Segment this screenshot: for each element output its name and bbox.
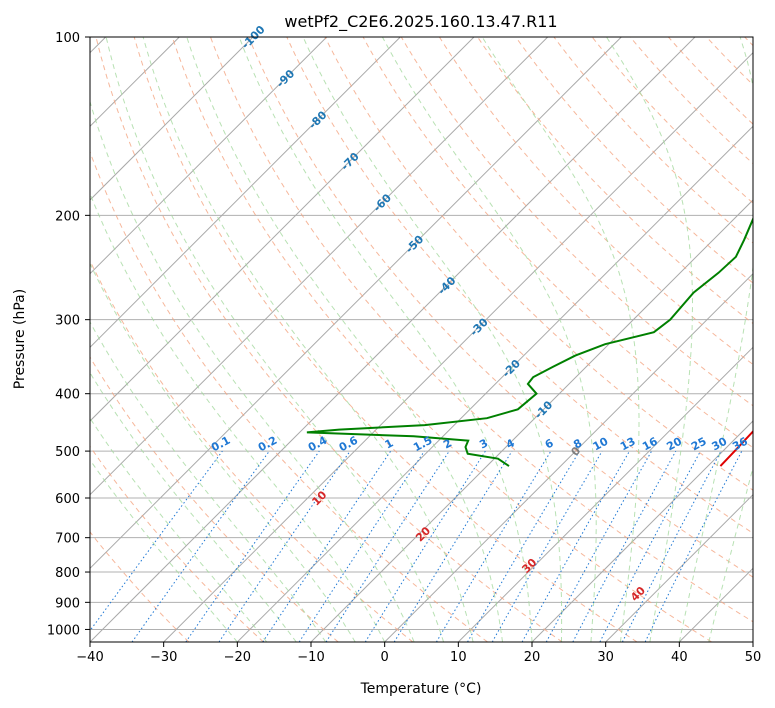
mixing-ratio-label: 20 <box>664 435 684 454</box>
moist-adiabat-line <box>142 37 474 642</box>
isotherm-line <box>163 51 753 642</box>
dry-adiabat-line <box>95 37 563 642</box>
mixing-ratio-line <box>218 450 351 642</box>
moist-adiabat-line <box>186 37 503 642</box>
mixing-ratio-label: 30 <box>710 435 730 454</box>
moist-adiabat-line <box>90 371 297 642</box>
moist-adiabat-line <box>481 37 640 642</box>
moist-adiabat-line <box>90 417 268 642</box>
plot-frame <box>89 36 754 643</box>
dry-adiabat-line <box>286 37 753 534</box>
background-lines <box>90 37 753 642</box>
y-axis-label: Pressure (hPa) <box>12 289 28 389</box>
x-tick-label: −10 <box>297 650 324 665</box>
moist-adiabat-line <box>606 37 693 642</box>
isotherm-line <box>531 420 753 642</box>
dry-adiabat-line <box>438 37 753 366</box>
mixing-ratio-label: 25 <box>689 435 709 454</box>
mixing-ratio-line <box>545 450 653 642</box>
dry-adiabat-line <box>210 37 753 623</box>
isotherm-line <box>90 37 328 275</box>
isotherm-line <box>457 346 753 642</box>
dry-adiabat-line <box>90 356 339 642</box>
x-tick-label: −40 <box>76 650 103 665</box>
y-tick-label: 300 <box>55 314 80 329</box>
x-axis-label: Temperature (°C) <box>360 681 482 697</box>
y-tick-label: 100 <box>55 31 80 46</box>
y-axis-ticks: 100 200 300 400 500 600 700 800 900 1000 <box>47 31 90 638</box>
mixing-ratio-line <box>262 450 392 642</box>
moist-adiabat-line <box>302 37 563 642</box>
x-tick-label: 0 <box>381 650 389 665</box>
mixing-ratio-label: 36 <box>730 435 750 454</box>
mixing-ratio-line <box>572 450 677 642</box>
moist-adiabat-line <box>90 99 415 642</box>
moist-adiabat-line <box>90 262 356 642</box>
dry-adiabat-line <box>362 37 753 449</box>
dry-adiabat-line <box>90 259 414 642</box>
sounding-series <box>306 216 753 467</box>
dry-adiabat-line <box>133 37 638 642</box>
mixing-ratio-line <box>521 450 630 642</box>
dry-adiabat-line <box>90 531 190 642</box>
isotherm-line <box>90 37 696 642</box>
mixing-ratio-label: 13 <box>618 435 638 454</box>
mixing-ratio-line <box>90 450 223 632</box>
x-axis-ticks: −40 −30 −20 −10 0 10 20 30 40 50 <box>76 642 761 665</box>
isotherm-line <box>90 37 475 422</box>
moist-adiabat-line <box>238 37 533 642</box>
mixing-ratio-line <box>185 450 320 642</box>
isotherm-line <box>236 125 753 642</box>
y-tick-label: 1000 <box>47 623 80 638</box>
y-tick-label: 900 <box>55 596 80 611</box>
x-tick-label: 20 <box>524 650 541 665</box>
moist-adiabat-line <box>381 37 597 642</box>
x-tick-label: −20 <box>224 650 251 665</box>
chart-title: wetPf2_C2E6.2025.160.13.47.R11 <box>284 12 557 32</box>
isotherm-line <box>605 493 753 642</box>
y-tick-label: 700 <box>55 532 80 547</box>
mixing-ratio-label: 16 <box>640 435 660 454</box>
dry-adiabat-line <box>400 37 753 407</box>
mixing-ratio-line <box>131 450 270 642</box>
mixing-ratio-line <box>393 450 513 642</box>
dry-adiabat-line <box>248 37 753 578</box>
x-tick-label: −30 <box>150 650 177 665</box>
x-tick-label: 10 <box>450 650 467 665</box>
moist-adiabat-line <box>90 459 238 642</box>
x-tick-label: 40 <box>671 650 688 665</box>
moist-adiabat-line <box>90 192 386 642</box>
mixing-ratio-label: 10 <box>591 435 611 454</box>
dewpoint-line <box>306 216 753 467</box>
y-tick-label: 200 <box>55 209 80 224</box>
moist-adiabat-line <box>105 37 445 642</box>
y-tick-label: 400 <box>55 388 80 403</box>
isotherm-line <box>90 37 254 201</box>
x-tick-label: 50 <box>745 650 762 665</box>
dry-adiabat-line <box>324 37 753 491</box>
isotherm-line <box>90 37 622 570</box>
y-tick-label: 500 <box>55 445 80 460</box>
isotherm-line <box>384 272 753 642</box>
mixing-ratio-line <box>644 450 743 642</box>
x-tick-label: 30 <box>597 650 614 665</box>
isotherm-line <box>90 37 549 496</box>
mixing-ratio-line <box>298 450 425 642</box>
y-tick-label: 800 <box>55 566 80 581</box>
y-tick-label: 600 <box>55 492 80 507</box>
isotherm-line <box>90 37 401 349</box>
mixing-ratio-line <box>325 450 450 642</box>
